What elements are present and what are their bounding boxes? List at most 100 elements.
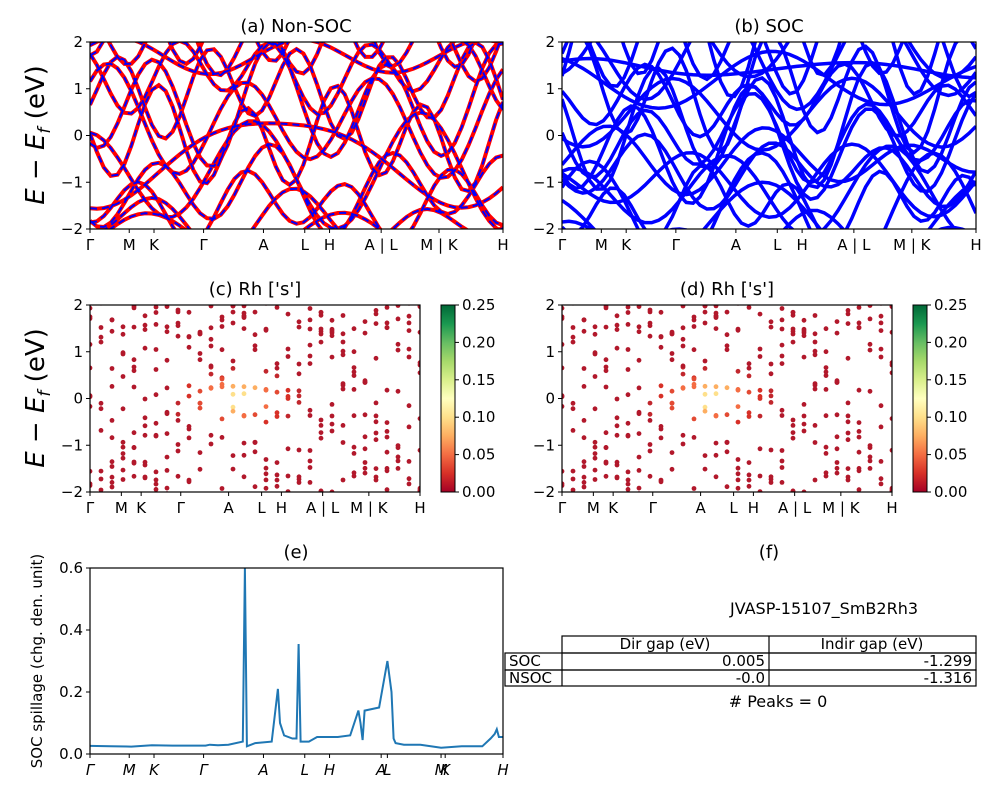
panel-d-point [878,403,884,409]
panel-d-point [647,442,653,447]
panel-c-point [340,313,346,318]
panel-d-point [801,317,807,323]
panel-e-xtick-label: L [383,761,391,779]
panel-c-point [340,423,346,428]
panel-c-point [230,305,236,309]
panel-c-point [120,350,126,356]
panel-c-title: (c) Rh ['s'] [209,279,302,300]
panel-c-point [296,447,302,453]
panel-d-point [625,347,631,352]
panel-c-xtick-label: A | L [306,499,340,517]
panel-c-point [153,420,159,426]
panel-d-point [878,354,884,360]
panel-d-point [779,317,785,323]
panel-d-point [779,465,785,470]
panel-d-title: (d) Rh ['s'] [680,279,774,300]
panel-d-point [834,330,840,336]
panel-c-point [384,434,390,440]
panel-d-xtick-label: K [608,499,619,517]
panel-c-point [406,476,412,482]
panel-b-band-line [562,62,976,139]
panel-c-point [374,524,379,529]
table-col-indir: Indir gap (eV) [821,635,924,653]
panel-d-point [625,432,631,438]
panel-d-point [592,439,598,445]
panel-c-point [329,489,335,492]
panel-d-point [856,305,862,310]
panel-c-point [395,341,401,347]
panel-c-point [384,468,390,474]
panel-b-band-line [562,42,976,80]
panel-d-point [702,408,708,414]
panel-d-point [603,473,609,479]
panel-c-point [131,445,137,450]
panel-c-point [362,434,368,440]
panel-c-point [329,317,335,323]
panel-c-point [274,477,280,483]
panel-c-point [208,432,214,438]
panel-d-point [724,440,730,445]
panel-c-point [99,495,104,500]
panel-c-point [373,430,379,436]
panel-c-point [241,440,247,446]
panel-d-ytick-label: 1 [545,343,555,361]
panel-d-point [592,406,598,412]
panel-c-point [131,430,137,436]
panel-d-point [878,346,884,352]
panel-c-colorbar-tick: 0.05 [462,446,495,464]
panel-d-point [581,459,587,465]
panel-d-point [625,420,631,426]
panel-d-point [647,473,653,479]
panel-c-point [142,396,148,402]
panel-c-point [340,477,346,483]
panel-c-point [230,383,236,389]
panel-d-point [845,355,851,361]
panel-d-point [867,458,873,464]
panel-c-point [175,418,181,423]
panel-d-point [735,387,741,393]
panel-c-point [263,471,269,477]
panel-d-point [835,277,840,282]
panel-c-point [186,334,192,339]
panel-d-point [867,388,873,394]
panel-b-xtick-label: Γ [558,236,567,254]
panel-d-point [581,366,587,371]
panel-d-point [659,514,664,519]
panel-d-point [615,272,620,277]
panel-d-point [592,467,598,473]
panel-d-point [790,430,796,435]
panel-c-point [285,473,291,479]
panel-d-point [614,423,620,429]
panel-d-point [615,273,620,278]
panel-d-point [581,384,587,389]
panel-c-point [330,282,335,287]
panel-c-point [352,520,357,525]
panel-d-point [768,480,774,485]
panel-a-band-line [90,42,503,141]
panel-d-point [681,504,686,509]
panel-d-point [670,258,675,263]
table-subtitle: JVASP-15107_SmB2Rh3 [729,599,918,619]
panel-c-point [142,327,148,332]
panel-c-point [252,347,258,353]
panel-c-point [109,317,115,323]
panel-a-ytick-label: −2 [61,220,83,238]
panel-d-point [868,298,873,303]
panel-a-band-line [103,187,503,229]
panel-c-point [263,477,269,483]
panel-d-point [713,391,719,397]
panel-d-point [691,324,697,329]
panel-a-xtick-label: H [324,236,335,254]
panel-c-point [230,466,236,472]
table-row-label-soc: SOC [509,652,541,670]
panel-c-ytick-label: 0 [73,390,83,408]
panel-b-title: (b) SOC [734,16,803,37]
panel-d-point [779,306,785,311]
panel-d-point [647,411,653,417]
panel-d-point [592,350,598,356]
panel-d-point [625,469,631,475]
panel-c-point [406,424,412,430]
panel-d-point [570,334,576,340]
